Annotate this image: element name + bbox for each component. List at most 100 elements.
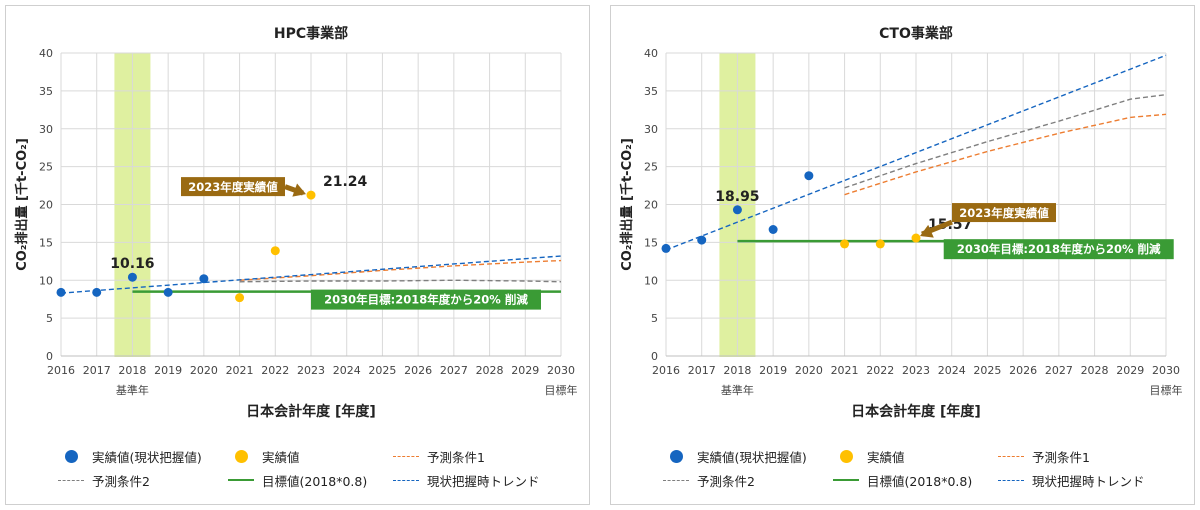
cto-ytick-label-15: 15: [644, 236, 658, 249]
cto-xtick-label-2025: 2025: [973, 364, 1001, 377]
hpc-legend-marker-5: [393, 479, 419, 481]
hpc-point-0-2020: [199, 274, 209, 284]
cto-xtick-label-2030: 2030: [1152, 364, 1180, 377]
hpc-ytick-label-25: 25: [39, 161, 53, 174]
hpc-target-label-text: 2030年目標:2018年度から20% 削減: [324, 293, 528, 307]
hpc-point-1-2022: [270, 246, 280, 256]
hpc-xtick-label-2021: 2021: [226, 364, 254, 377]
cto-legend-marker-3: [663, 479, 689, 481]
hpc-legend-marker-2: [393, 455, 419, 457]
cto-target-label-text: 2030年目標:2018年度から20% 削減: [957, 242, 1161, 256]
cto-point-0-2018: [732, 205, 742, 215]
hpc-legend-item-5: 現状把握時トレンド: [391, 470, 540, 490]
cto-legend-item-2: 予測条件1: [996, 446, 1090, 466]
hpc-legend-symbol-3: [56, 470, 86, 490]
cto-xtick-label-2028: 2028: [1081, 364, 1109, 377]
cto-legend-marker-2: [998, 455, 1024, 457]
cto-series-line--7f7f7f-3: [844, 93, 1167, 189]
hpc-legend-marker-4: [228, 479, 254, 481]
hpc-x-axis-title: 日本会計年度 [年度]: [246, 403, 376, 420]
hpc-ytick-label-35: 35: [39, 85, 53, 98]
hpc-ytick-label-5: 5: [46, 312, 53, 325]
cto-legend-marker-0: [669, 449, 683, 463]
cto-series-line--1565c0-5: [665, 54, 1167, 251]
hpc-ytick-label-40: 40: [39, 47, 53, 60]
hpc-point-0-2019: [163, 287, 173, 297]
hpc-ytick-label-30: 30: [39, 123, 53, 136]
hpc-data-label-0: 10.16: [110, 256, 154, 272]
cto-legend-symbol-1: [831, 446, 861, 466]
cto-point-1-2023: [911, 233, 921, 243]
hpc-legend-symbol-0: [56, 446, 86, 466]
cto-ytick-label-0: 0: [651, 350, 658, 363]
cto-ytick-label-40: 40: [644, 47, 658, 60]
hpc-chart-panel: 0 5 10 15 20 25 30 35 40 2016 2017 2018 2019 2020 2021…: [5, 5, 590, 505]
hpc-legend-item-0: 実績値(現状把握値): [56, 446, 202, 466]
hpc-data-label-1: 21.24: [323, 174, 368, 190]
hpc-legend-marker-3: [58, 479, 84, 481]
hpc-target-year-label: 目標年: [545, 383, 578, 397]
hpc-xtick-label-2026: 2026: [404, 364, 432, 377]
hpc-legend-item-1: 実績値: [226, 446, 300, 466]
cto-legend-symbol-2: [996, 446, 1026, 466]
cto-legend-label-3: 予測条件2: [697, 473, 755, 489]
hpc-point-0-2017: [92, 287, 102, 297]
cto-legend-marker-5: [998, 479, 1024, 481]
cto-callout-text: 2023年度実績値: [959, 206, 1049, 220]
cto-ytick-label-10: 10: [644, 274, 658, 287]
cto-ytick-label-20: 20: [644, 199, 658, 212]
hpc-target-label-box: [311, 289, 541, 310]
hpc-legend-marker-0: [64, 449, 78, 463]
hpc-ytick-label-20: 20: [39, 199, 53, 212]
hpc-legend: 実績値(現状把握値) 実績値 予測条件1 予測条件2 目標値(2018*0.8) 現状把握…: [6, 438, 591, 498]
cto-legend-item-0: 実績値(現状把握値): [661, 446, 807, 466]
cto-legend-item-5: 現状把握時トレンド: [996, 470, 1145, 490]
hpc-xtick-label-2024: 2024: [333, 364, 361, 377]
cto-legend-label-2: 予測条件1: [1032, 449, 1090, 465]
cto-x-axis-title: 日本会計年度 [年度]: [851, 403, 981, 420]
hpc-legend-label-4: 目標値(2018*0.8): [262, 473, 368, 489]
cto-xtick-label-2017: 2017: [688, 364, 716, 377]
cto-xtick-label-2022: 2022: [866, 364, 894, 377]
hpc-point-0-2016: [56, 287, 66, 297]
cto-xtick-label-2021: 2021: [831, 364, 859, 377]
hpc-legend-label-2: 予測条件1: [427, 449, 485, 465]
hpc-legend-label-0: 実績値(現状把握値): [92, 449, 202, 465]
hpc-xtick-label-2016: 2016: [47, 364, 75, 377]
hpc-legend-label-1: 実績値: [262, 449, 300, 465]
cto-chart-title: CTO事業部: [879, 25, 953, 42]
cto-ytick-label-5: 5: [651, 312, 658, 325]
cto-ytick-label-30: 30: [644, 123, 658, 136]
cto-point-1-2021: [840, 239, 850, 249]
cto-xtick-label-2024: 2024: [938, 364, 966, 377]
hpc-xtick-label-2017: 2017: [83, 364, 111, 377]
cto-legend-symbol-4: [831, 470, 861, 490]
hpc-legend-symbol-5: [391, 470, 421, 490]
hpc-xtick-label-2020: 2020: [190, 364, 218, 377]
hpc-ytick-label-15: 15: [39, 236, 53, 249]
hpc-xtick-label-2023: 2023: [297, 364, 325, 377]
cto-legend-label-1: 実績値: [867, 449, 905, 465]
hpc-series-line--ed7d31-2: [239, 259, 562, 281]
cto-callout-box: [952, 203, 1056, 223]
hpc-xtick-label-2019: 2019: [154, 364, 182, 377]
cto-point-0-2016: [661, 243, 671, 253]
hpc-legend-marker-1: [234, 449, 248, 463]
cto-y-axis-title: CO₂排出量 [千t-CO₂]: [619, 138, 635, 271]
cto-legend-label-4: 目標値(2018*0.8): [867, 473, 973, 489]
cto-series-line--ed7d31-2: [844, 113, 1167, 196]
cto-legend-item-1: 実績値: [831, 446, 905, 466]
hpc-ytick-label-0: 0: [46, 350, 53, 363]
cto-legend-symbol-3: [661, 470, 691, 490]
hpc-series-line--1565c0-5: [60, 255, 562, 294]
cto-point-1-2022: [875, 239, 885, 249]
cto-legend-symbol-0: [661, 446, 691, 466]
cto-legend-item-3: 予測条件2: [661, 470, 755, 490]
cto-xtick-label-2019: 2019: [759, 364, 787, 377]
hpc-y-axis-title: CO₂排出量 [千t-CO₂]: [14, 138, 30, 271]
cto-data-label-0: 18.95: [715, 189, 759, 205]
hpc-legend-label-3: 予測条件2: [92, 473, 150, 489]
cto-xtick-label-2016: 2016: [652, 364, 680, 377]
